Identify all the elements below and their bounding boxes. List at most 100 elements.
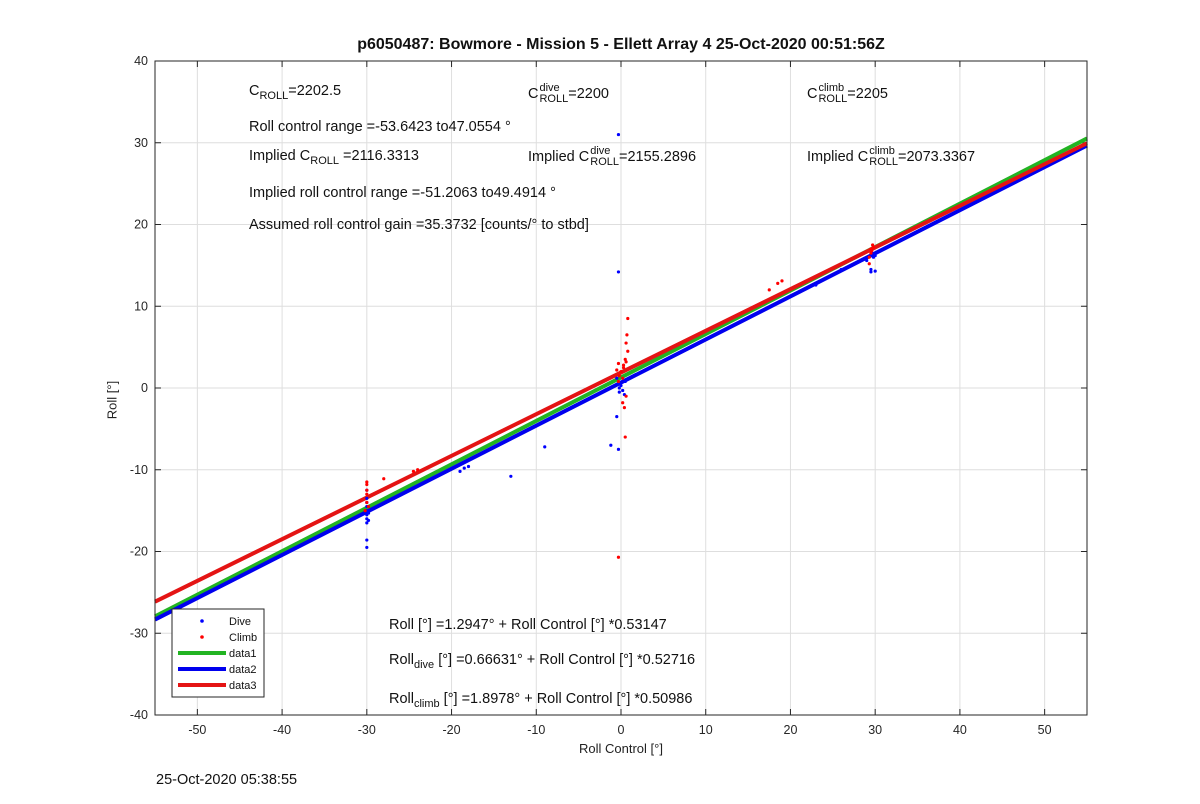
dive-point (839, 267, 843, 272)
dive-point (616, 132, 621, 137)
climb-point (621, 376, 625, 380)
chart-title: p6050487: Bowmore - Mission 5 - Ellett A… (357, 36, 885, 53)
dive-point (365, 496, 369, 500)
climb-point (363, 509, 367, 513)
dive-point (623, 379, 627, 384)
legend: Dive Climb data1 data2 data3 (171, 608, 265, 698)
x-axis-label: Roll Control [°] (579, 741, 663, 756)
climb-point (626, 316, 630, 321)
dive-point (616, 270, 621, 274)
climb-point (767, 288, 771, 292)
legend-label: data1 (229, 648, 257, 660)
dive-point (873, 269, 877, 273)
print-timestamp: 25-Oct-2020 05:38:55 (156, 772, 298, 788)
climb-point (416, 468, 420, 472)
x-tick-label: -40 (273, 723, 291, 737)
climb-point (623, 435, 627, 439)
implied-c-roll-dive: Implied Cdive ROLL=2155.2896 (528, 145, 697, 168)
dive-point (617, 390, 621, 394)
climb-point (365, 492, 369, 496)
climb-point (365, 488, 369, 492)
y-tick-label: -30 (130, 626, 148, 640)
legend-label: data3 (229, 680, 257, 692)
y-tick-label: -10 (130, 463, 148, 477)
roll-control-range: Roll control range =-53.6423 to47.0554 ° (249, 119, 511, 135)
y-tick-label: 40 (134, 54, 148, 68)
dive-point (458, 469, 462, 473)
climb-point (616, 379, 621, 384)
x-tick-label: 30 (868, 723, 882, 737)
axis-ticks: -50 -40 -30 -20 -10 0 10 20 30 40 50 -40 -30 -20 -10 0 1… (130, 54, 1087, 737)
y-tick-label: -20 (130, 545, 148, 559)
equation-all: Roll [°] =1.2947° + Roll Control [°] *0.… (389, 617, 667, 633)
equation-dive: Rolldive [°] =0.66631° + Roll Control [°… (389, 652, 696, 671)
c-roll-dive-label: Cdive ROLL=2200 (528, 82, 609, 105)
climb-point (365, 482, 369, 487)
climb-point (617, 374, 621, 378)
x-tick-label: -10 (527, 723, 545, 737)
x-tick-label: 10 (699, 723, 713, 737)
regression-line-data2 (154, 143, 1088, 622)
dive-point (466, 464, 471, 469)
x-tick-label: 40 (953, 723, 967, 737)
y-tick-label: 30 (134, 136, 148, 150)
legend-label: data2 (229, 664, 257, 676)
climb-point (619, 370, 623, 374)
data-points (363, 132, 877, 559)
dive-point (621, 388, 625, 393)
x-tick-label: 20 (784, 723, 798, 737)
dive-point (616, 447, 621, 451)
roll-control-gain: Assumed roll control gain =35.3732 [coun… (249, 217, 589, 233)
plot-frame (154, 60, 1088, 716)
climb-point (411, 469, 416, 473)
climb-point (869, 251, 873, 255)
legend-label: Dive (229, 616, 251, 628)
y-tick-label: 20 (134, 218, 148, 232)
climb-point (622, 406, 626, 410)
x-tick-label: -20 (443, 723, 461, 737)
x-tick-label: -50 (188, 723, 206, 737)
dive-point (869, 270, 873, 274)
y-axis-label: Roll [°] (104, 380, 120, 420)
climb-point (615, 368, 619, 372)
climb-point (626, 349, 630, 353)
y-tick-label: 10 (134, 299, 148, 313)
dive-point (865, 258, 869, 263)
climb-point (870, 249, 874, 253)
climb-point (382, 477, 386, 481)
dive-point (509, 474, 513, 478)
dive-point (462, 466, 466, 470)
climb-point (616, 555, 621, 559)
climb-point (867, 255, 871, 259)
x-tick-label: 0 (618, 723, 625, 737)
x-tick-label: -30 (358, 723, 376, 737)
x-tick-label: 50 (1038, 723, 1052, 737)
implied-c-roll-climb: Implied Cclimb ROLL=2073.3367 (807, 145, 976, 168)
climb-point (624, 394, 628, 398)
climb-point (366, 504, 371, 509)
dive-point (617, 386, 621, 390)
climb-point (871, 243, 875, 247)
climb-point (621, 365, 626, 370)
y-tick-label: 0 (141, 381, 148, 395)
y-tick-label: -40 (130, 708, 148, 722)
climb-point (871, 245, 876, 249)
dive-point (366, 518, 371, 523)
dive-point (365, 521, 369, 525)
legend-marker (200, 635, 204, 639)
dive-point (869, 267, 873, 272)
climb-point (625, 333, 629, 337)
climb-point (867, 262, 871, 266)
climb-point (365, 480, 369, 484)
dive-point (615, 415, 619, 419)
dive-point (366, 511, 371, 515)
climb-point (780, 279, 784, 283)
legend-marker (200, 619, 204, 623)
dive-point (609, 443, 613, 447)
climb-point (621, 363, 626, 367)
dive-point (873, 253, 877, 258)
c-roll-label: CROLL=2202.5 (249, 83, 342, 102)
climb-point (616, 361, 621, 366)
